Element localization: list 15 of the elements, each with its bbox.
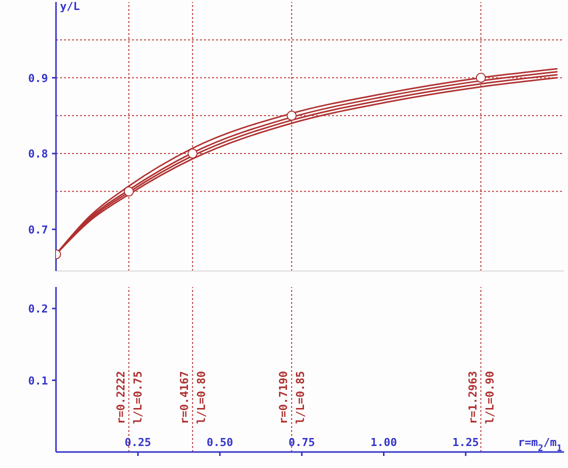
x-tick-label: 0.25	[124, 436, 152, 449]
y-tick-label: 0.9	[28, 72, 48, 85]
x-tick-label: 1.25	[452, 436, 479, 449]
x-tick-label: 0.50	[206, 436, 234, 449]
x-axis-title: r=m$_{2}$/m$_{1}$	[518, 436, 562, 454]
x-tick-label: 1.00	[370, 436, 397, 449]
ref-line-label: r=1.2963 l/L=0.90	[466, 371, 496, 424]
y-tick-label: 0.1	[28, 374, 48, 388]
ref-line-label: r=0.7190 l/L=0.85	[277, 371, 308, 424]
y-axis-title: y/L	[60, 0, 80, 13]
ref-line-label: r=0.2222 l/L=0.75	[114, 371, 144, 424]
y-tick-label: 0.2	[28, 302, 48, 316]
y-tick-label: 0.8	[28, 148, 48, 161]
y-tick-label: 0.7	[28, 223, 48, 236]
x-tick-label: 0.75	[288, 436, 316, 449]
